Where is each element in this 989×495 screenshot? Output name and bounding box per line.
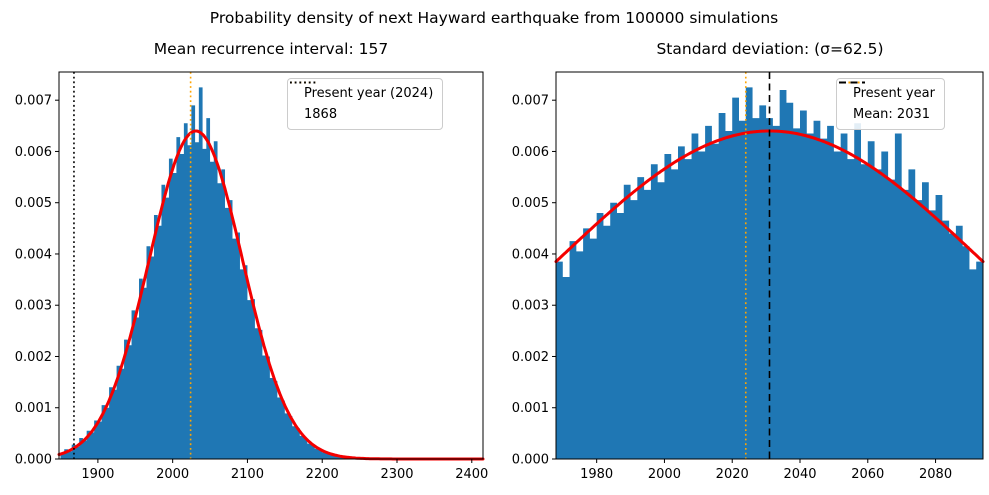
y-tick-label: 0.006: [512, 145, 549, 160]
y-axis-ticks: 0.000 0.001 0.002 0.003 0.004 0.005 0.006 0.007: [15, 94, 59, 468]
y-tick-label: 0.001: [15, 401, 52, 416]
legend-entry-present-year: Present year (2024): [290, 81, 434, 104]
legend-entry-mean: Mean: 2031: [839, 81, 935, 125]
x-tick-label: 1900: [81, 467, 114, 482]
x-tick-label: 2020: [716, 467, 749, 482]
figure-title: Probability density of next Hayward eart…: [209, 9, 779, 27]
legend-label: Present year (2024): [304, 86, 434, 101]
y-tick-label: 0.000: [512, 453, 549, 468]
y-tick-label: 0.006: [15, 145, 52, 160]
legend-entry-present-year: Present year: [839, 81, 935, 104]
y-tick-label: 0.004: [15, 247, 52, 262]
y-tick-label: 0.004: [512, 247, 549, 262]
y-tick-label: 0.002: [15, 350, 52, 365]
y-axis-ticks: 0.000 0.001 0.002 0.003 0.004 0.005 0.006 0.007: [512, 94, 556, 468]
axes-frame: [555, 71, 984, 460]
subplot-1: 1980 2000 2020 2040 2060 20800.0000.0010.0020…: [512, 71, 985, 482]
x-tick-label: 2200: [306, 467, 339, 482]
histogram-bars: [60, 87, 383, 459]
right-legend: Present year Mean: 2031: [836, 78, 945, 130]
y-tick-label: 0.005: [512, 196, 549, 211]
y-tick-label: 0.007: [15, 94, 52, 109]
left-subplot-title: Mean recurrence interval: 157: [153, 40, 389, 58]
subplot-0: 1900 2000 2100 2200 2300 24000.0000.0010.0020…: [15, 71, 488, 482]
legend-entry-1868: 1868: [290, 81, 433, 125]
right-subplot-title: Standard deviation: (σ=62.5): [656, 40, 884, 58]
legend-label: Present year: [853, 86, 935, 101]
y-tick-label: 0.003: [15, 299, 52, 314]
x-tick-label: 2000: [156, 467, 189, 482]
x-tick-label: 1980: [580, 467, 613, 482]
y-tick-label: 0.005: [15, 196, 52, 211]
x-tick-label: 2040: [783, 467, 816, 482]
legend-label: 1868: [304, 107, 338, 122]
x-tick-label: 2080: [919, 467, 952, 482]
legend-label: Mean: 2031: [853, 107, 931, 122]
left-legend: Present year (2024) 1868: [287, 78, 444, 130]
y-tick-label: 0.001: [512, 401, 549, 416]
x-tick-label: 2060: [851, 467, 884, 482]
axes-frame: [58, 71, 484, 460]
x-tick-label: 2300: [380, 467, 413, 482]
y-tick-label: 0.007: [512, 94, 549, 109]
x-tick-label: 2000: [648, 467, 681, 482]
y-tick-label: 0.000: [15, 453, 52, 468]
x-tick-label: 2400: [455, 467, 488, 482]
y-tick-label: 0.002: [512, 350, 549, 365]
y-tick-label: 0.003: [512, 299, 549, 314]
x-axis-ticks: 1900 2000 2100 2200 2300 2400: [81, 459, 488, 482]
x-axis-ticks: 1980 2000 2020 2040 2060 2080: [580, 459, 952, 482]
x-tick-label: 2100: [231, 467, 264, 482]
